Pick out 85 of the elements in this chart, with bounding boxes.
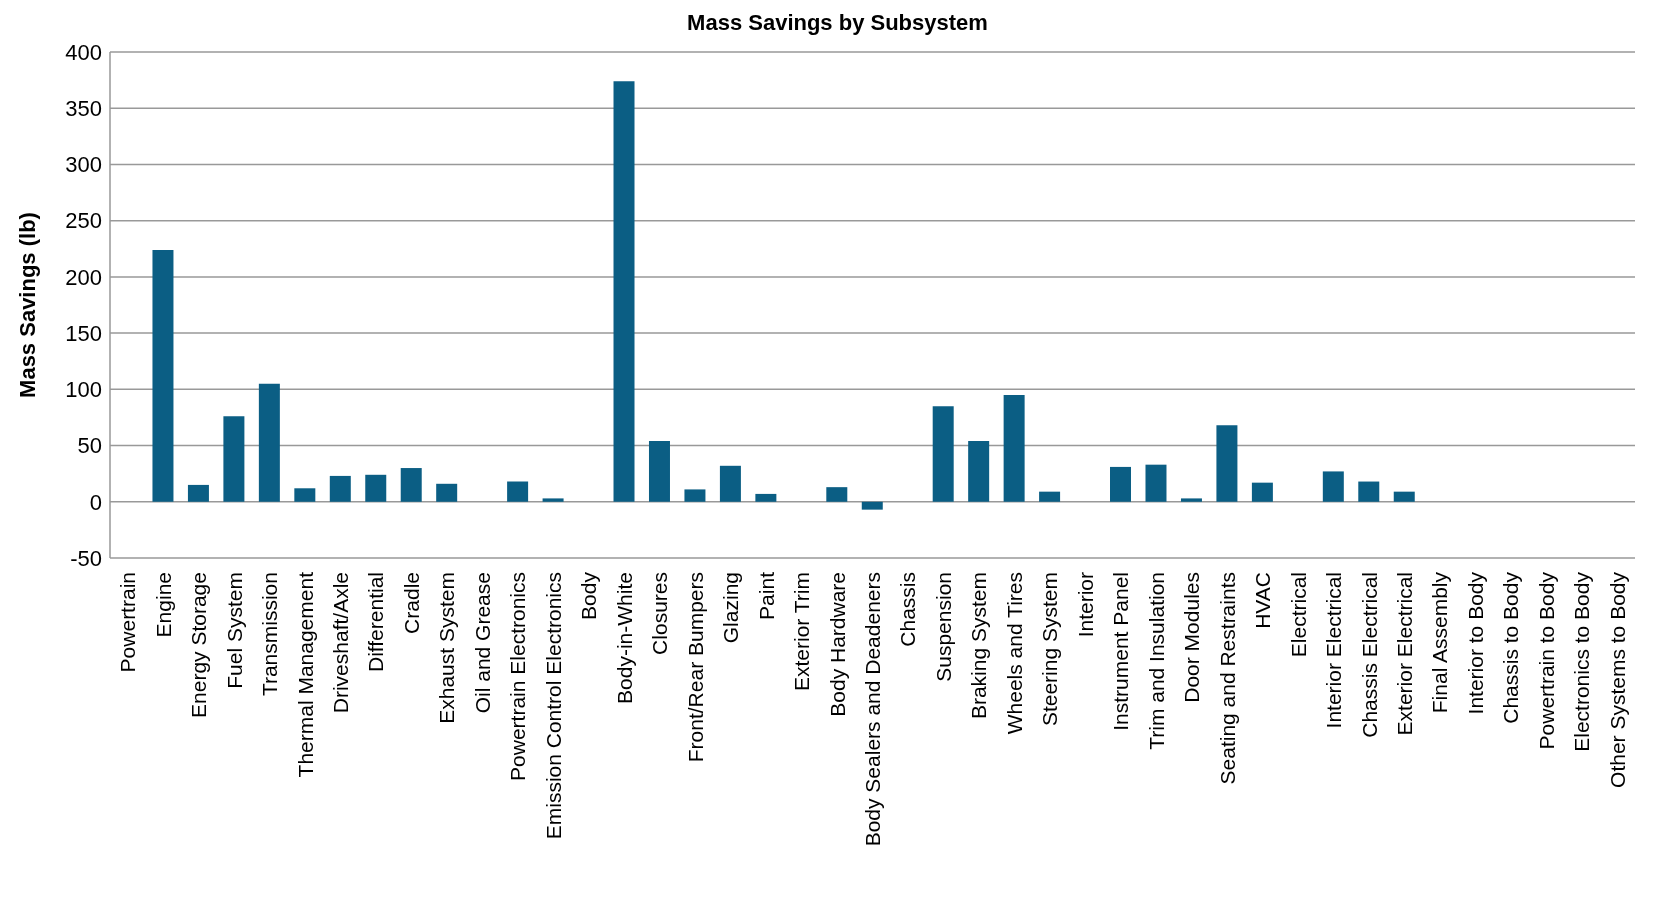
x-tick-label: Wheels and Tires	[1002, 572, 1026, 735]
y-axis-title: Mass Savings (lb)	[14, 212, 40, 398]
bar	[258, 383, 280, 502]
y-tick-label: -50	[70, 545, 102, 571]
chart-title: Mass Savings by Subsystem	[686, 9, 989, 37]
bar	[684, 489, 706, 502]
bar	[1003, 394, 1025, 502]
x-tick-label: Body Sealers and Deadeners	[861, 572, 884, 847]
bar	[152, 249, 174, 502]
x-tick-label: Engine	[151, 572, 175, 638]
x-tick-label: Front/Rear Bumpers	[683, 572, 707, 763]
x-tick-label: Chassis Electrical	[1357, 572, 1381, 738]
bar	[613, 81, 635, 502]
x-tick-label: Closures	[648, 572, 672, 655]
x-tick-label: Door Modules	[1180, 572, 1204, 703]
bar	[294, 488, 316, 502]
bar	[755, 493, 777, 502]
y-tick-label: 250	[65, 208, 102, 234]
x-tick-label: Energy Storage	[187, 572, 211, 718]
bar	[1039, 491, 1061, 502]
bar	[932, 406, 954, 502]
x-tick-label: Transmission	[258, 572, 282, 697]
bar	[648, 441, 670, 502]
x-tick-label: Interior	[1073, 571, 1097, 638]
x-tick-label: Emission Control Electronics	[541, 572, 565, 840]
bar	[542, 498, 564, 502]
x-tick-label: Exterior Electrical	[1392, 572, 1416, 736]
x-tick-label: Seating and Restraints	[1215, 572, 1239, 785]
y-tick-label: 100	[65, 377, 102, 403]
x-tick-label: HVAC	[1251, 572, 1275, 629]
x-tick-label: Body-in-White	[612, 572, 636, 704]
x-tick-label: Glazing	[719, 572, 743, 644]
bar	[1216, 425, 1238, 502]
bar	[187, 484, 209, 502]
x-tick-label: Body Hardware	[825, 572, 849, 717]
bar	[719, 465, 741, 502]
bar	[1180, 498, 1202, 502]
x-tick-label: Body	[577, 571, 601, 620]
x-tick-label: Chassis	[896, 572, 920, 647]
bar	[1251, 482, 1273, 502]
x-tick-label: Other Systems to Body	[1605, 571, 1629, 788]
bar	[507, 481, 529, 502]
x-tick-label: Powertrain	[116, 572, 140, 673]
x-tick-label: Electronics to Body	[1570, 571, 1594, 752]
bar	[1322, 471, 1344, 502]
x-tick-label: Cradle	[399, 572, 423, 634]
bar	[1145, 464, 1167, 502]
x-tick-label: Powertrain Electronics	[506, 572, 530, 781]
x-tick-label: Interior to Body	[1463, 571, 1487, 715]
x-tick-label: Paint	[754, 571, 778, 620]
bar	[400, 468, 422, 502]
y-tick-label: 150	[65, 320, 102, 346]
y-tick-label: 200	[65, 264, 102, 290]
y-tick-label: 50	[77, 433, 102, 459]
x-tick-label: Chassis to Body	[1499, 571, 1523, 724]
x-tick-label: Suspension	[931, 572, 955, 682]
x-tick-label: Exterior Trim	[790, 572, 814, 692]
x-tick-label: Interior Electrical	[1322, 572, 1346, 729]
bar	[365, 474, 387, 502]
x-tick-label: Final Assembly	[1428, 571, 1452, 714]
x-tick-label: Fuel System	[222, 572, 246, 689]
x-tick-label: Differential	[364, 572, 388, 672]
bar	[436, 483, 458, 502]
x-tick-label: Braking System	[967, 572, 991, 720]
y-tick-label: 0	[89, 489, 102, 515]
x-tick-label: Trim and Insulation	[1144, 572, 1168, 750]
bar	[223, 416, 245, 502]
bar	[826, 487, 848, 502]
bar	[968, 441, 990, 502]
x-tick-label: Exhaust System	[435, 572, 459, 724]
x-tick-label: Thermal Management	[293, 571, 317, 778]
x-tick-label: Driveshaft/Axle	[329, 572, 353, 714]
x-tick-label: Steering System	[1038, 572, 1062, 727]
bar	[329, 475, 351, 502]
y-tick-label: 400	[65, 39, 102, 65]
bar	[861, 501, 883, 510]
x-tick-label: Electrical	[1286, 572, 1310, 658]
y-tick-label: 350	[65, 96, 102, 122]
y-tick-label: 300	[65, 152, 102, 178]
bar	[1393, 491, 1415, 502]
bar	[1110, 466, 1132, 502]
x-tick-label: Instrument Panel	[1109, 572, 1133, 731]
x-tick-label: Powertrain to Body	[1534, 571, 1558, 750]
bar	[1358, 481, 1380, 502]
x-tick-label: Oil and Grease	[470, 572, 494, 714]
